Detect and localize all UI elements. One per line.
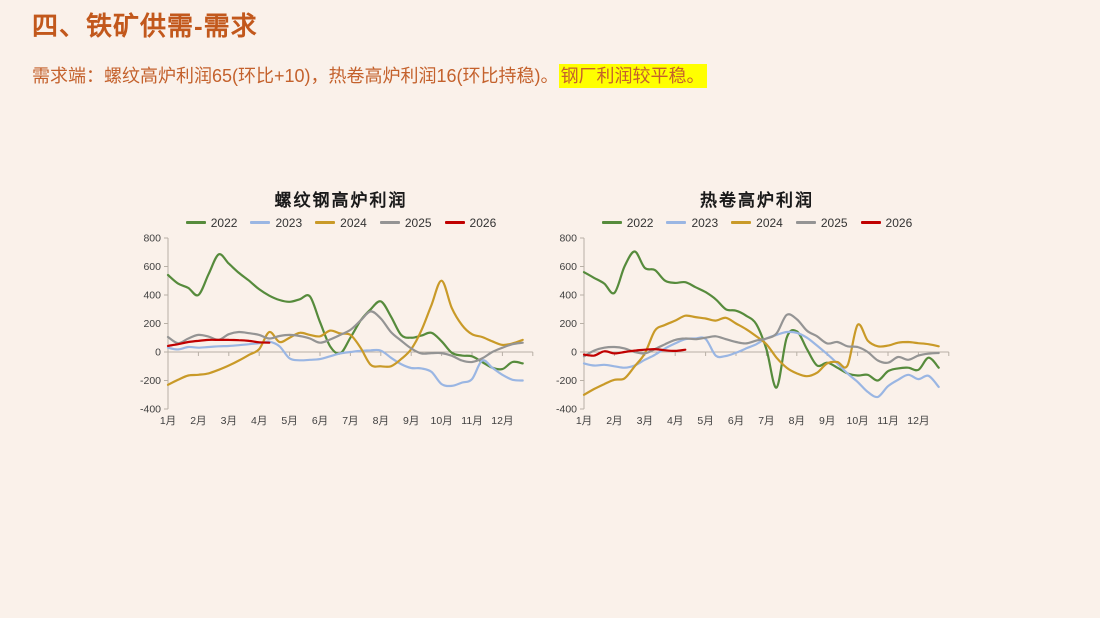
legend-item-2024: 2024 [315,216,367,230]
x-tick-label: 11月 [877,415,898,427]
legend-label-2025: 2025 [404,215,432,230]
x-tick-label: 7月 [342,415,358,427]
y-tick-label: 0 [571,347,577,359]
y-tick-label: 200 [559,318,577,330]
legend-swatch-2026 [860,221,881,224]
chart-legend: 2022 2023 2024 2025 2026 [542,215,972,230]
x-tick-label: 12月 [491,415,513,427]
x-tick-label: 9月 [819,415,835,427]
series-line-2025 [166,310,524,364]
x-tick-label: 4月 [251,415,267,427]
legend-label-2022: 2022 [210,215,238,230]
legend-swatch-2023 [250,221,271,224]
chart-rebar-furnace-profit: 螺纹钢高炉利润 2022 2023 2024 2025 2026 800 600 400 20… [126,190,556,442]
legend-swatch-2022 [601,221,622,224]
subtitle-text: 需求端：螺纹高炉利润65(环比+10)，热卷高炉利润16(环比持稳)。 [32,66,559,86]
legend-label-2023: 2023 [691,215,719,230]
chart-title: 热卷高炉利润 [700,191,814,211]
y-tick-label: -400 [556,404,577,416]
legend-label-2024: 2024 [756,215,783,230]
x-tick-label: 10月 [431,415,453,427]
series-line-2024 [582,314,940,396]
x-tick-label: 4月 [667,415,683,427]
y-tick-label: -200 [140,375,161,387]
legend-swatch-2024 [731,221,752,224]
legend-label-2026: 2026 [885,215,913,230]
legend-label-2022: 2022 [626,215,654,230]
x-tick-label: 5月 [697,415,713,427]
x-tick-label: 6月 [728,415,744,427]
legend-item-2022: 2022 [601,215,654,230]
y-tick-label: 600 [143,261,161,273]
legend-swatch-2024 [315,221,336,224]
x-tick-label: 3月 [221,415,237,427]
legend-item-2024: 2024 [731,216,783,230]
subtitle-highlight: 钢厂利润较平稳。 [558,64,707,88]
x-tick-label: 1月 [576,415,592,427]
x-tick-label: 7月 [758,415,774,427]
legend-item-2023: 2023 [666,216,718,230]
y-tick-label: 400 [143,290,161,302]
x-tick-label: 1月 [160,415,176,427]
chart-title: 螺纹钢高炉利润 [274,191,408,211]
series-line-2023 [582,330,940,399]
legend-swatch-2022 [185,221,206,224]
y-tick-label: 800 [143,233,161,245]
y-tick-label: 200 [143,318,161,330]
legend-label-2026: 2026 [469,215,497,230]
legend-swatch-2025 [379,221,400,224]
x-tick-label: 6月 [312,415,328,427]
y-tick-label: 0 [155,347,161,359]
x-tick-label: 9月 [403,415,419,427]
series-line-2026 [582,348,687,357]
legend-item-2023: 2023 [250,216,302,230]
x-tick-label: 2月 [190,415,206,427]
y-tick-label: 800 [559,233,577,245]
legend-item-2022: 2022 [185,215,238,230]
legend-label-2023: 2023 [275,215,303,230]
legend-item-2025: 2025 [379,215,432,230]
y-tick-label: -200 [556,375,577,387]
x-tick-label: 10月 [847,415,869,427]
legend-label-2025: 2025 [820,215,848,230]
y-tick-label: 400 [559,290,577,302]
series-line-2022 [166,253,524,371]
x-tick-label: 11月 [461,415,482,427]
legend-item-2026: 2026 [444,215,497,230]
y-tick-label: -400 [140,404,161,416]
legend-swatch-2025 [795,221,816,224]
x-tick-label: 8月 [373,415,389,427]
y-tick-label: 600 [559,261,577,273]
legend-swatch-2026 [444,221,465,224]
series-line-2022 [582,250,940,389]
slide-subtitle: 需求端：螺纹高炉利润65(环比+10)，热卷高炉利润16(环比持稳)。 钢厂利润较… [32,62,707,90]
x-tick-label: 2月 [606,415,622,427]
page-title: 四、铁矿供需-需求 [32,11,258,41]
x-tick-label: 8月 [789,415,805,427]
legend-label-2024: 2024 [340,215,367,230]
legend-swatch-2023 [666,221,687,224]
chart-legend: 2022 2023 2024 2025 2026 [126,215,556,230]
series-line-2026 [166,338,271,347]
chart-hotcoil-furnace-profit: 热卷高炉利润 2022 2023 2024 2025 2026 800 600 400 200… [542,190,972,442]
legend-item-2025: 2025 [795,215,848,230]
x-tick-label: 5月 [281,415,297,427]
x-tick-label: 12月 [907,415,929,427]
series-line-2023 [166,340,524,388]
legend-item-2026: 2026 [860,215,913,230]
series-line-2025 [582,313,940,364]
x-tick-label: 3月 [637,415,653,427]
